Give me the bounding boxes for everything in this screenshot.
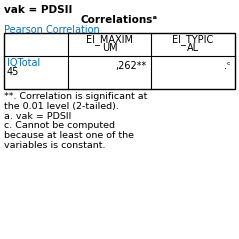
Text: .ᶜ: .ᶜ (224, 61, 231, 71)
Text: Correlationsᵃ: Correlationsᵃ (81, 15, 158, 25)
Text: c. Cannot be computed: c. Cannot be computed (4, 121, 115, 130)
Text: IQTotal: IQTotal (7, 58, 40, 68)
Text: vak = PDSII: vak = PDSII (4, 5, 72, 15)
Text: ,262**: ,262** (116, 61, 147, 71)
Text: the 0.01 level (2-tailed).: the 0.01 level (2-tailed). (4, 102, 119, 111)
Text: Pearson Correlation: Pearson Correlation (4, 25, 100, 35)
Text: EI_MAXIM: EI_MAXIM (86, 34, 133, 45)
Text: because at least one of the: because at least one of the (4, 131, 134, 140)
Text: UM: UM (102, 43, 117, 53)
Text: **. Correlation is significant at: **. Correlation is significant at (4, 92, 147, 101)
Text: EI_TYPIC: EI_TYPIC (172, 34, 214, 45)
Text: 45: 45 (7, 67, 19, 77)
Bar (4, 33, 235, 89)
Text: a. vak = PDSII: a. vak = PDSII (4, 112, 71, 121)
Text: AL: AL (187, 43, 199, 53)
Text: variables is constant.: variables is constant. (4, 141, 105, 150)
